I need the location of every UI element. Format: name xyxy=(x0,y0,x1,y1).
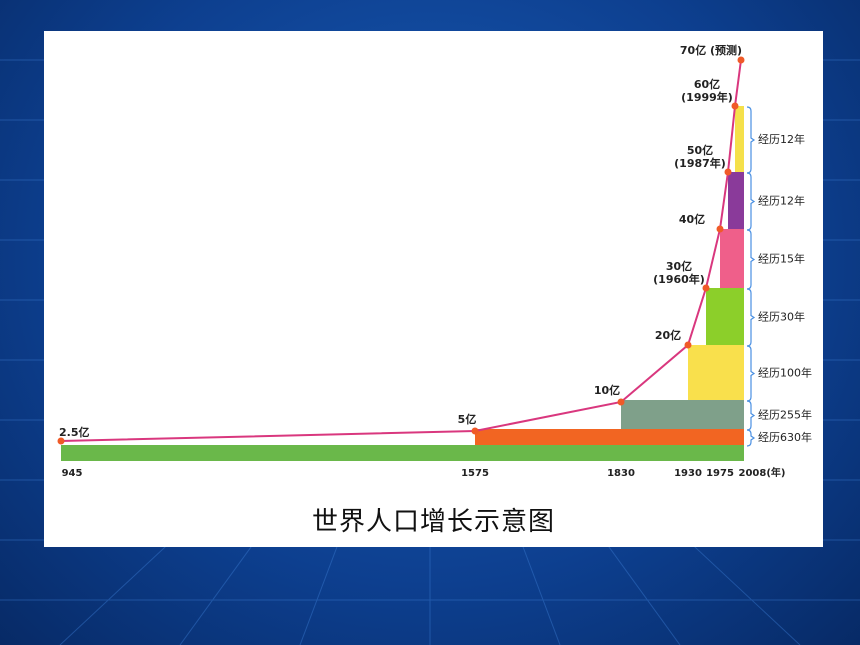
x-tick-label: 1975 xyxy=(706,468,734,479)
data-point-label: 2.5亿 xyxy=(59,425,90,439)
data-point-year-label: (1987年) xyxy=(674,156,726,170)
chart-title: 世界人口增长示意图 xyxy=(311,507,555,537)
duration-brace xyxy=(746,429,756,447)
data-point-label: 50亿 xyxy=(687,143,713,157)
data-point xyxy=(724,168,732,176)
data-point-label: 20亿 xyxy=(655,328,681,342)
x-tick-label: 1930 xyxy=(674,468,702,479)
chart-panel: 经历630年 经历255年 经历100年 经历30年 经历15年 经历12年 经历12年 2.… xyxy=(44,31,823,547)
duration-brace xyxy=(746,345,756,402)
x-tick-label: 945 xyxy=(62,468,83,479)
duration-brace xyxy=(746,288,756,347)
population-line xyxy=(60,59,742,442)
duration-bar xyxy=(735,106,744,172)
base-timeline-bar xyxy=(61,445,744,461)
duration-brace xyxy=(746,106,756,174)
duration-bar xyxy=(688,345,744,400)
duration-bar xyxy=(621,400,744,429)
duration-label: 经历12年 xyxy=(758,194,805,208)
duration-label: 经历12年 xyxy=(758,132,805,146)
duration-brace xyxy=(746,400,756,431)
data-point xyxy=(684,341,692,349)
data-point-label: 60亿 xyxy=(694,77,720,91)
data-point xyxy=(737,56,745,64)
duration-label: 经历255年 xyxy=(758,408,812,422)
data-point-year-label: (1999年) xyxy=(681,90,733,104)
data-point-label: 70亿 (预测) xyxy=(680,43,742,57)
duration-brace xyxy=(746,172,756,231)
duration-bar xyxy=(475,429,744,445)
data-point-label: 5亿 xyxy=(458,412,477,426)
x-tick-label: 1830 xyxy=(607,468,635,479)
data-point xyxy=(731,102,739,110)
data-point-label: 30亿 xyxy=(666,259,692,273)
data-point xyxy=(702,284,710,292)
duration-bar xyxy=(706,288,744,345)
data-point-label: 10亿 xyxy=(594,383,620,397)
data-point xyxy=(716,225,724,233)
data-point xyxy=(617,398,625,406)
duration-label: 经历630年 xyxy=(758,430,812,444)
duration-bar xyxy=(720,229,744,288)
duration-brace xyxy=(746,229,756,290)
duration-label: 经历30年 xyxy=(758,310,805,324)
data-point xyxy=(471,427,479,435)
data-point-year-label: (1960年) xyxy=(653,272,705,286)
x-tick-label: 1575 xyxy=(461,468,489,479)
x-tick-label: 2008(年) xyxy=(739,466,786,479)
population-chart: 经历630年经历255年经历100年经历30年经历15年经历12年经历12年2.… xyxy=(57,43,812,479)
duration-label: 经历15年 xyxy=(758,252,805,266)
duration-bar xyxy=(728,172,744,229)
data-point-label: 40亿 xyxy=(679,212,705,226)
data-point xyxy=(57,437,65,445)
duration-label: 经历100年 xyxy=(758,366,812,380)
